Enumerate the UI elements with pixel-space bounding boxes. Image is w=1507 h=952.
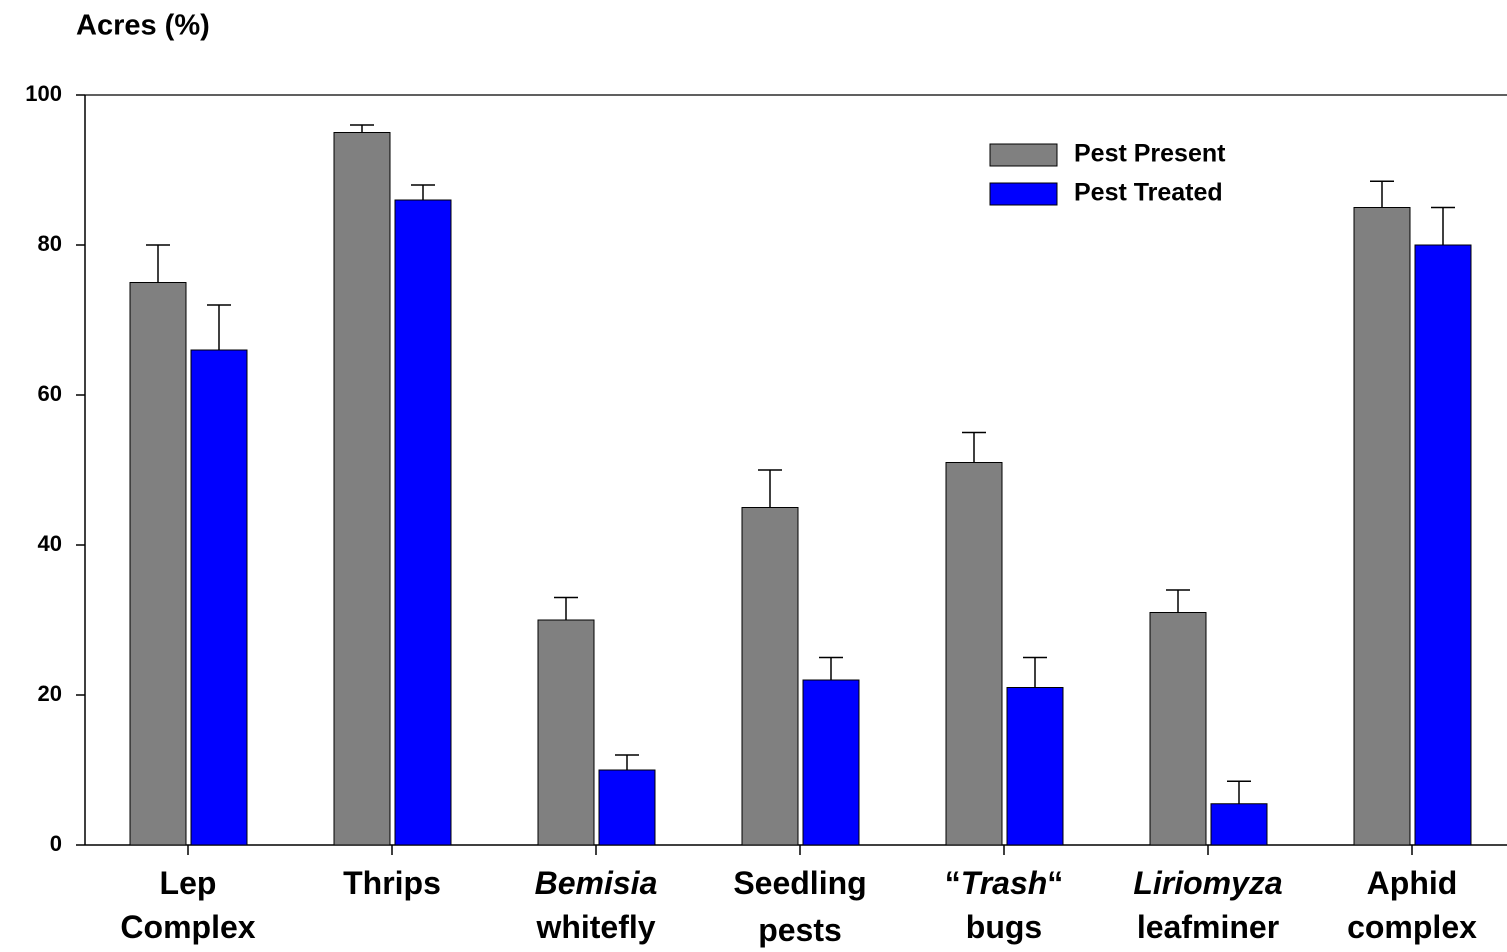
error-bar bbox=[615, 754, 639, 770]
bar bbox=[537, 619, 595, 846]
x-tick-label: complex bbox=[1347, 909, 1477, 945]
x-tick-label: leafminer bbox=[1137, 909, 1279, 945]
legend-label: Pest Treated bbox=[1074, 179, 1223, 207]
error-bar bbox=[146, 244, 170, 283]
y-tick-label: 40 bbox=[38, 531, 62, 556]
error-bar bbox=[1431, 206, 1455, 245]
error-bar bbox=[819, 656, 843, 680]
error-bar bbox=[962, 431, 986, 463]
x-tick-label: “Trash“ bbox=[945, 865, 1064, 901]
label-part: Liriomyza bbox=[1133, 865, 1282, 901]
y-tick-label: 60 bbox=[38, 381, 62, 406]
label-part: bugs bbox=[966, 909, 1042, 945]
error-bar bbox=[1023, 656, 1047, 688]
bar bbox=[1414, 244, 1472, 846]
x-tick-label: Lep bbox=[160, 865, 217, 901]
label-part: complex bbox=[1347, 909, 1477, 945]
error-bar bbox=[207, 304, 231, 350]
label-part: leafminer bbox=[1137, 909, 1279, 945]
bar bbox=[394, 199, 452, 846]
x-tick-label: pests bbox=[758, 912, 842, 948]
error-bar bbox=[554, 596, 578, 620]
x-tick-label: bugs bbox=[966, 909, 1042, 945]
x-tick-label: Aphid bbox=[1367, 865, 1458, 901]
x-tick-label: whitefly bbox=[535, 909, 655, 945]
bar bbox=[129, 282, 187, 846]
legend-swatch bbox=[989, 182, 1058, 206]
error-bar bbox=[1370, 180, 1394, 208]
bar bbox=[945, 462, 1003, 846]
chart-title: Acres (%) bbox=[76, 10, 210, 42]
legend-label: Pest Present bbox=[1074, 140, 1226, 168]
label-part: “ bbox=[1047, 865, 1063, 901]
error-bar bbox=[350, 124, 374, 133]
legend-swatch bbox=[989, 143, 1058, 167]
label-part: Bemisia bbox=[535, 865, 658, 901]
label-part: Aphid bbox=[1367, 865, 1458, 901]
bar bbox=[1149, 612, 1207, 846]
bar bbox=[1353, 207, 1411, 846]
label-part: whitefly bbox=[535, 909, 655, 945]
error-bar bbox=[1227, 780, 1251, 804]
label-part: Lep bbox=[160, 865, 217, 901]
x-tick-label: Liriomyza bbox=[1133, 865, 1282, 901]
bar bbox=[190, 349, 248, 846]
error-bar bbox=[1166, 589, 1190, 613]
label-part: Complex bbox=[120, 909, 255, 945]
x-tick-label: Thrips bbox=[343, 865, 441, 901]
x-tick-label: Seedling bbox=[733, 865, 866, 901]
bar bbox=[598, 769, 656, 846]
label-part: “ bbox=[945, 865, 961, 901]
label-part: Trash bbox=[961, 865, 1048, 901]
y-tick-label: 20 bbox=[38, 681, 62, 706]
label-part: Thrips bbox=[343, 865, 441, 901]
y-tick-label: 100 bbox=[25, 81, 62, 106]
y-tick-label: 80 bbox=[38, 231, 62, 256]
y-tick-label: 0 bbox=[50, 831, 62, 856]
bar bbox=[802, 679, 860, 846]
bar bbox=[1210, 803, 1268, 846]
error-bar bbox=[758, 469, 782, 508]
x-tick-label: Complex bbox=[120, 909, 255, 945]
label-part: pests bbox=[758, 912, 842, 948]
x-tick-label: Bemisia bbox=[535, 865, 658, 901]
label-part: Seedling bbox=[733, 865, 866, 901]
bar bbox=[333, 132, 391, 846]
bar bbox=[741, 507, 799, 846]
bar bbox=[1006, 687, 1064, 846]
error-bar bbox=[411, 184, 435, 200]
